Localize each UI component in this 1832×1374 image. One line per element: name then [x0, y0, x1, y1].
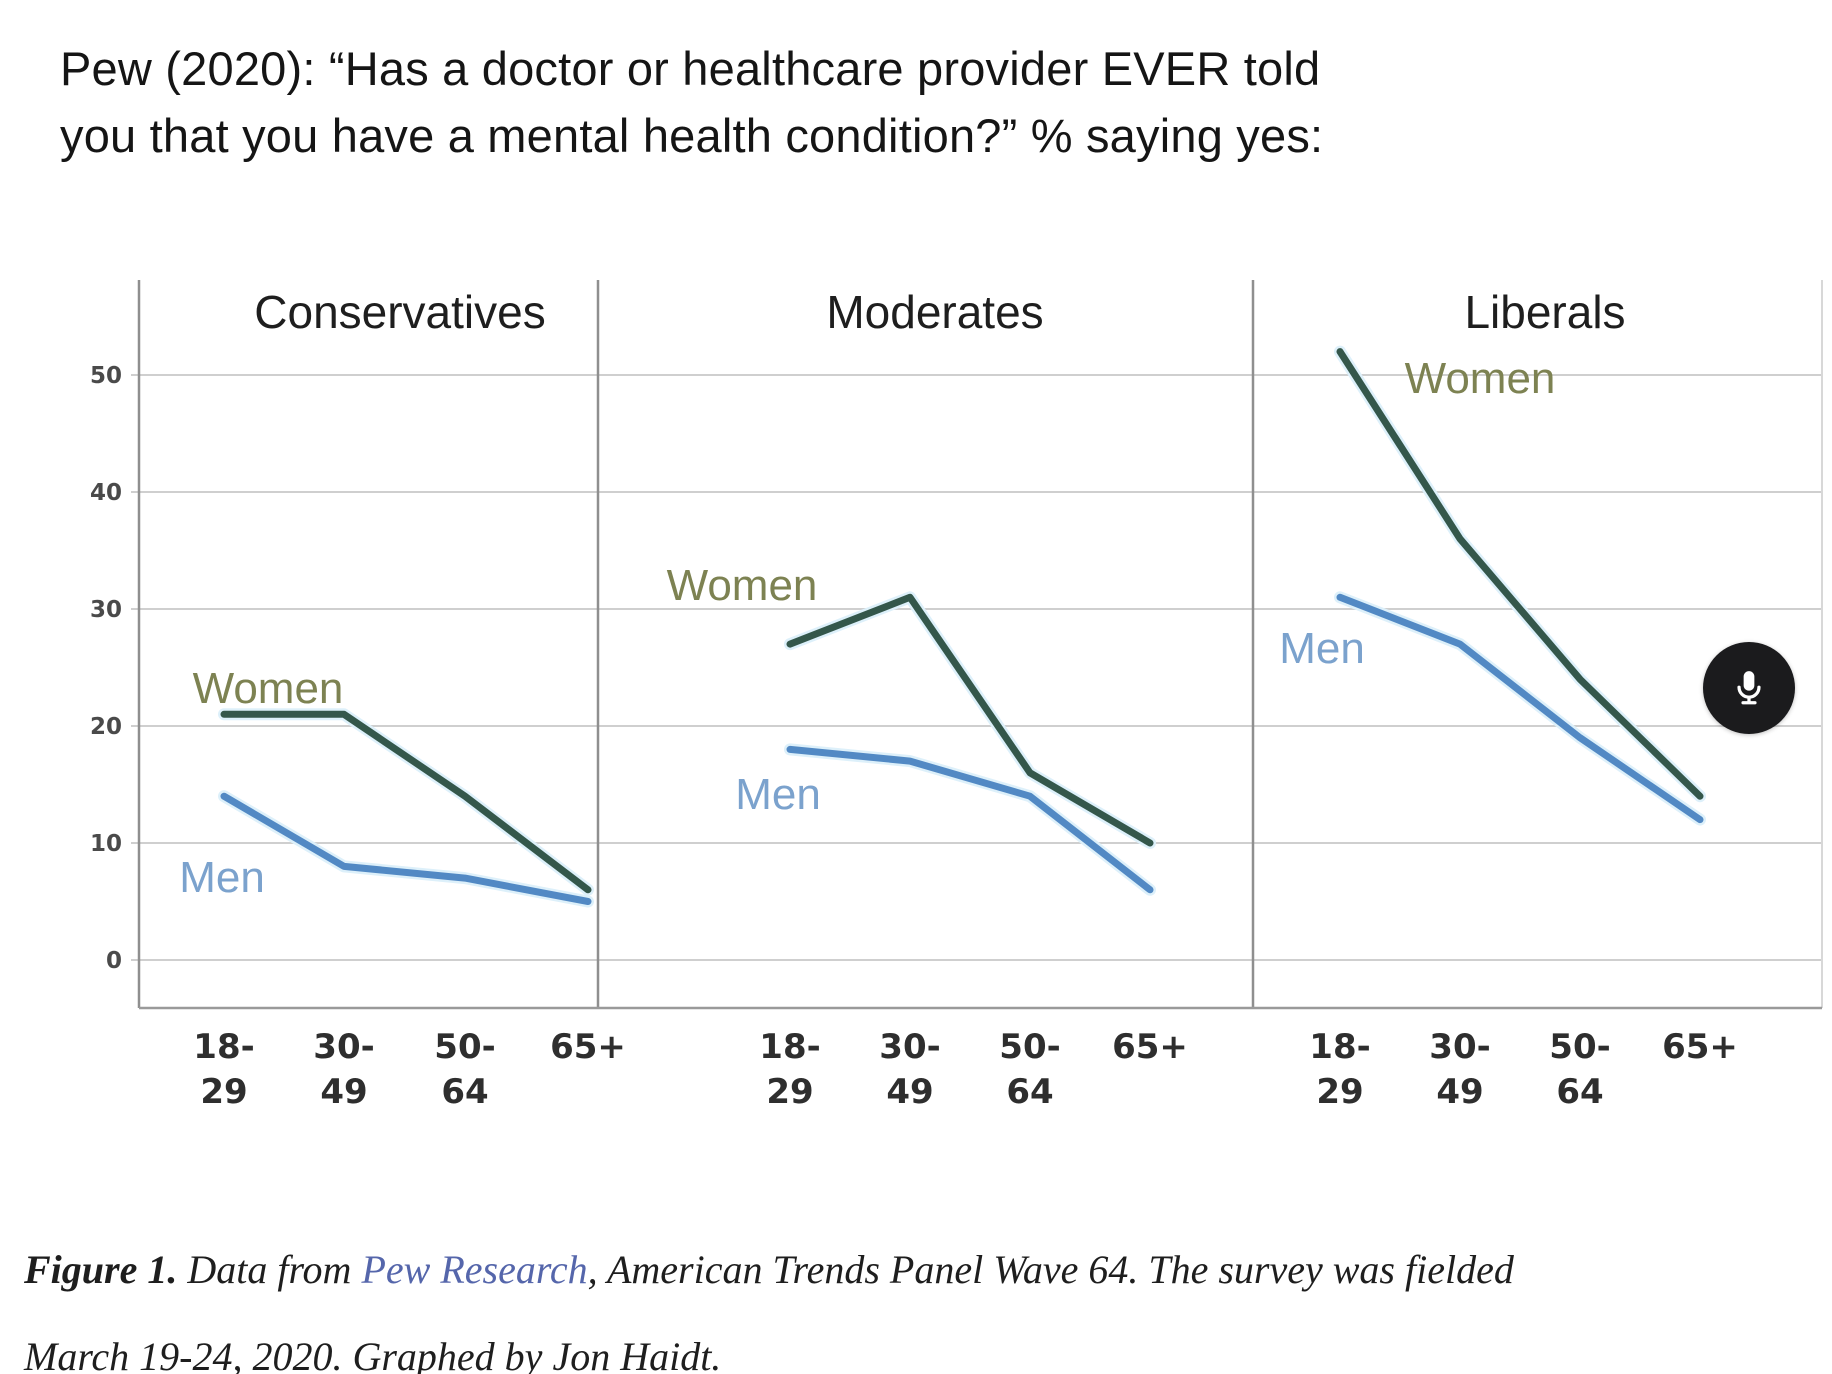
- x-tick-conservatives-50-64-l1: 50-: [434, 1027, 495, 1067]
- panel-title-moderates: Moderates: [826, 286, 1043, 338]
- x-tick-conservatives-30-49-l2: 49: [320, 1072, 367, 1112]
- x-tick-liberals-30-49-l2: 49: [1436, 1072, 1483, 1112]
- line-moderates-men: [786, 745, 1154, 894]
- x-tick-liberals-30-49-l1: 30-: [1429, 1027, 1490, 1067]
- figure-caption-postlink2: March 19-24, 2020. Graphed by Jon Haidt.: [24, 1334, 722, 1374]
- x-tick-conservatives-30-49-l1: 30-: [313, 1027, 374, 1067]
- page-title: Pew (2020): “Has a doctor or healthcare …: [60, 36, 1620, 169]
- y-tick-label-50: 50: [90, 363, 122, 389]
- x-tick-moderates-50-64-l2: 64: [1006, 1072, 1053, 1112]
- x-tick-moderates-65+-l1: 65+: [1112, 1027, 1188, 1067]
- x-tick-moderates-18-29-l2: 29: [766, 1072, 813, 1112]
- x-tick-liberals-18-29-l2: 29: [1316, 1072, 1363, 1112]
- page-title-line1: Pew (2020): “Has a doctor or healthcare …: [60, 42, 1321, 95]
- y-tick-label-0: 0: [106, 948, 122, 974]
- pew-research-link[interactable]: Pew Research: [361, 1247, 588, 1292]
- y-tick-label-10: 10: [90, 831, 122, 857]
- x-tick-liberals-18-29-l1: 18-: [1309, 1027, 1370, 1067]
- line-liberals-women: [1336, 348, 1704, 800]
- voice-search-button[interactable]: [1703, 642, 1795, 734]
- x-tick-liberals-50-64-l2: 64: [1556, 1072, 1603, 1112]
- panel-title-conservatives: Conservatives: [254, 286, 545, 338]
- y-tick-label-30: 30: [90, 597, 122, 623]
- series-label-moderates-men: Men: [735, 770, 821, 819]
- x-tick-conservatives-50-64-l2: 64: [441, 1072, 488, 1112]
- line-conservatives-men: [220, 792, 592, 905]
- line-halo-moderates-women: [784, 591, 1156, 849]
- x-tick-moderates-18-29-l1: 18-: [759, 1027, 820, 1067]
- series-label-conservatives-women: Women: [193, 664, 344, 713]
- microphone-icon: [1737, 671, 1761, 705]
- figure-caption-prelink: Data from: [177, 1247, 362, 1292]
- x-tick-liberals-65+-l1: 65+: [1662, 1027, 1738, 1067]
- x-tick-conservatives-65+-l1: 65+: [550, 1027, 626, 1067]
- figure-caption: Figure 1. Data from Pew Research, Americ…: [24, 1226, 1774, 1374]
- line-moderates-women: [786, 593, 1154, 847]
- line-halo-moderates-men: [784, 743, 1156, 896]
- pew-three-panel-line-chart: 0 10 20 30 40 50 Conservatives 18- 29 30- 49 50- 64 6…: [90, 280, 1823, 1112]
- line-conservatives-women: [220, 710, 592, 894]
- series-label-moderates-women: Women: [667, 561, 818, 610]
- x-tick-conservatives-18-29-l2: 29: [200, 1072, 247, 1112]
- line-halo-liberals-women: [1334, 345, 1706, 803]
- series-label-conservatives-men: Men: [179, 853, 265, 902]
- figure-caption-label: Figure 1.: [24, 1247, 178, 1292]
- y-tick-label-20: 20: [90, 714, 122, 740]
- panel-title-liberals: Liberals: [1464, 286, 1625, 338]
- page-title-line2: you that you have a mental health condit…: [60, 108, 1324, 162]
- x-tick-moderates-30-49-l2: 49: [886, 1072, 933, 1112]
- x-tick-conservatives-18-29-l1: 18-: [193, 1027, 254, 1067]
- x-tick-moderates-50-64-l1: 50-: [999, 1027, 1060, 1067]
- series-label-liberals-women: Women: [1405, 354, 1556, 403]
- x-tick-moderates-30-49-l1: 30-: [879, 1027, 940, 1067]
- line-liberals-men: [1336, 593, 1704, 824]
- line-halo-conservatives-women: [218, 708, 594, 896]
- x-tick-liberals-50-64-l1: 50-: [1549, 1027, 1610, 1067]
- series-label-liberals-men: Men: [1279, 624, 1365, 673]
- figure-caption-postlink1: , American Trends Panel Wave 64. The sur…: [587, 1247, 1514, 1292]
- y-tick-label-40: 40: [90, 480, 122, 506]
